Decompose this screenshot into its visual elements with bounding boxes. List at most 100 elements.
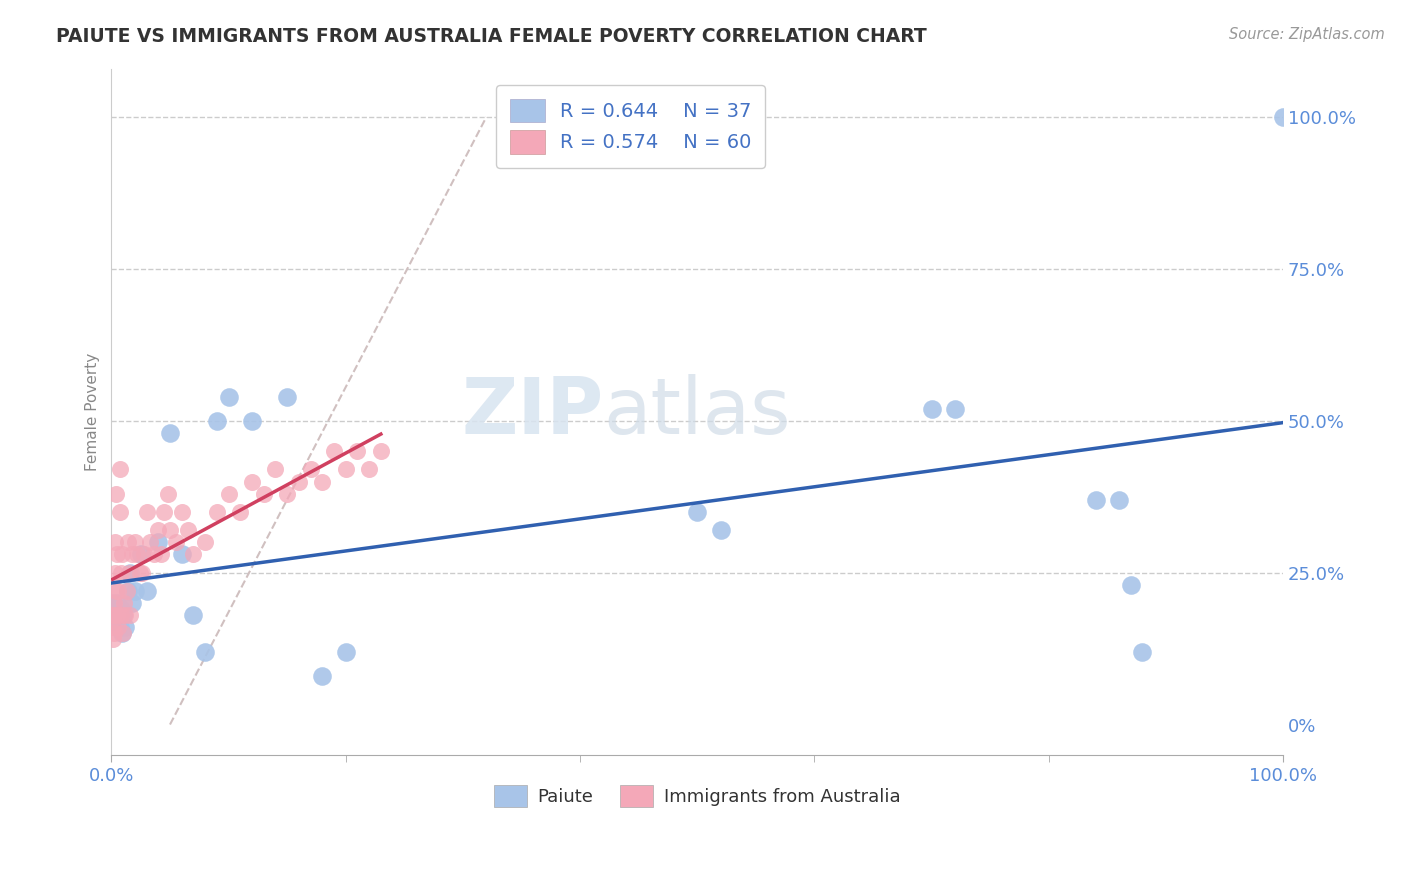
Point xyxy=(101,596,124,610)
Point xyxy=(118,566,141,580)
Point xyxy=(1272,110,1295,124)
Point xyxy=(128,566,150,580)
Point xyxy=(104,566,127,580)
Point xyxy=(135,505,157,519)
Point xyxy=(710,523,733,537)
Point xyxy=(156,486,179,500)
Point xyxy=(170,505,193,519)
Point xyxy=(335,462,357,476)
Point xyxy=(107,608,129,623)
Point xyxy=(117,535,139,549)
Point xyxy=(311,475,333,489)
Point xyxy=(1119,578,1142,592)
Point xyxy=(101,608,124,623)
Point xyxy=(107,620,129,634)
Point xyxy=(159,523,181,537)
Text: ZIP: ZIP xyxy=(461,374,603,450)
Point xyxy=(105,486,128,500)
Point xyxy=(1084,492,1107,507)
Point xyxy=(183,548,205,562)
Point xyxy=(120,566,142,580)
Legend: Paiute, Immigrants from Australia: Paiute, Immigrants from Australia xyxy=(486,778,907,814)
Point xyxy=(112,596,135,610)
Point xyxy=(346,444,368,458)
Point xyxy=(127,548,149,562)
Point xyxy=(135,583,157,598)
Point xyxy=(108,462,131,476)
Point xyxy=(105,614,128,628)
Point xyxy=(105,596,128,610)
Point xyxy=(134,548,156,562)
Point xyxy=(149,548,172,562)
Point xyxy=(101,620,124,634)
Point xyxy=(264,462,287,476)
Point xyxy=(335,645,357,659)
Point xyxy=(104,608,127,623)
Point xyxy=(110,608,132,623)
Point xyxy=(170,548,193,562)
Point xyxy=(115,583,138,598)
Point xyxy=(921,401,943,416)
Point xyxy=(276,486,298,500)
Point xyxy=(288,475,311,489)
Point xyxy=(148,535,170,549)
Point xyxy=(153,505,176,519)
Point xyxy=(165,535,187,549)
Point xyxy=(229,505,252,519)
Point xyxy=(1108,492,1130,507)
Point xyxy=(205,505,228,519)
Point xyxy=(311,669,333,683)
Point xyxy=(108,620,131,634)
Point xyxy=(194,645,217,659)
Point xyxy=(121,596,143,610)
Point xyxy=(111,626,134,640)
Point xyxy=(253,486,276,500)
Point xyxy=(103,602,125,616)
Point xyxy=(131,566,153,580)
Point xyxy=(218,486,240,500)
Point xyxy=(686,505,709,519)
Point xyxy=(218,390,240,404)
Y-axis label: Female Poverty: Female Poverty xyxy=(86,352,100,471)
Point xyxy=(114,608,136,623)
Point xyxy=(101,632,124,647)
Point xyxy=(276,390,298,404)
Point xyxy=(110,566,132,580)
Point xyxy=(105,583,128,598)
Point xyxy=(110,602,132,616)
Point xyxy=(124,535,146,549)
Point xyxy=(108,505,131,519)
Point xyxy=(176,523,198,537)
Point xyxy=(240,475,263,489)
Point xyxy=(183,608,205,623)
Point xyxy=(103,626,125,640)
Point xyxy=(107,583,129,598)
Point xyxy=(323,444,346,458)
Point xyxy=(112,608,135,623)
Point xyxy=(117,583,139,598)
Point xyxy=(105,548,128,562)
Point xyxy=(103,596,125,610)
Point xyxy=(299,462,322,476)
Point xyxy=(114,620,136,634)
Point xyxy=(159,425,181,440)
Point xyxy=(359,462,381,476)
Point xyxy=(120,608,142,623)
Point xyxy=(105,608,128,623)
Point xyxy=(121,548,143,562)
Text: atlas: atlas xyxy=(603,374,792,450)
Point xyxy=(139,535,162,549)
Point xyxy=(148,523,170,537)
Point xyxy=(943,401,966,416)
Point xyxy=(240,414,263,428)
Point xyxy=(111,548,134,562)
Point xyxy=(194,535,217,549)
Point xyxy=(142,548,165,562)
Point xyxy=(112,626,135,640)
Text: PAIUTE VS IMMIGRANTS FROM AUSTRALIA FEMALE POVERTY CORRELATION CHART: PAIUTE VS IMMIGRANTS FROM AUSTRALIA FEMA… xyxy=(56,27,927,45)
Point xyxy=(370,444,392,458)
Point xyxy=(129,548,152,562)
Point xyxy=(1132,645,1154,659)
Point xyxy=(104,535,127,549)
Point xyxy=(124,583,146,598)
